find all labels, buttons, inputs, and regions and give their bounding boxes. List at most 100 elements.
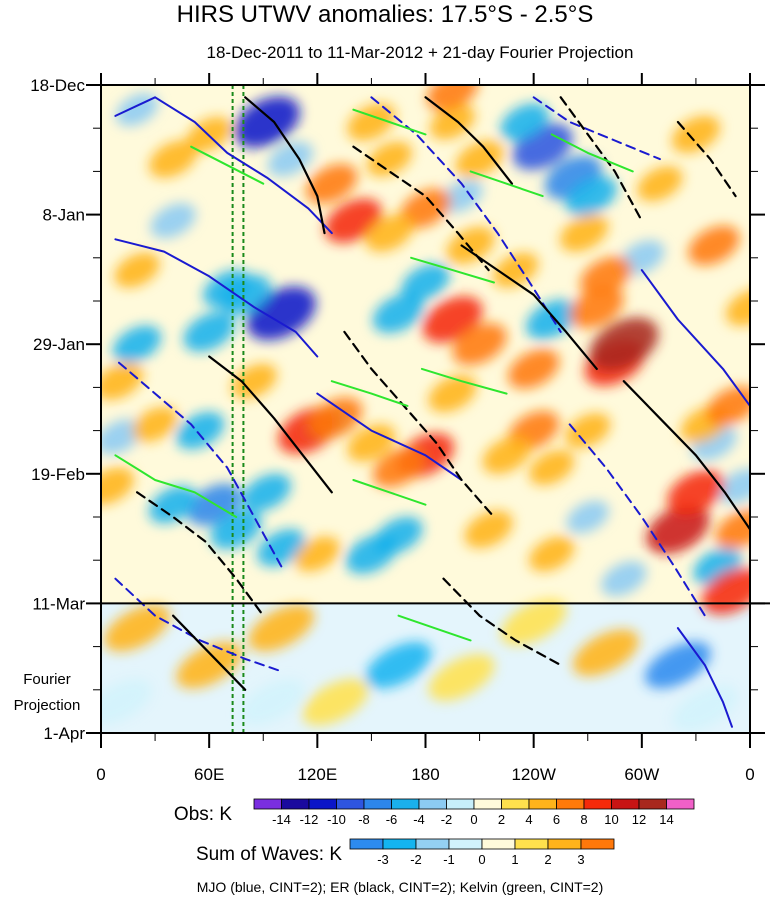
kelvin-contour-1: [190, 145, 265, 185]
obs-colorbar-tick-label-4: -6: [386, 812, 398, 827]
anomaly-blob-51: [372, 447, 425, 488]
mjo-contour-4: [316, 392, 463, 481]
anomaly-blob-46: [589, 317, 659, 371]
anomaly-blob-12: [374, 516, 423, 555]
er-contour-2: [424, 96, 514, 185]
obs-colorbar-tick-label-5: -4: [413, 812, 425, 827]
obs-colorbar-swatch-2: [308, 798, 337, 810]
obs-colorbar-tick-label-12: 10: [604, 812, 618, 827]
anomaly-blob-36: [306, 163, 358, 204]
anomaly-blob-55: [529, 450, 575, 486]
anomaly-blob-20: [500, 103, 549, 141]
obs-colorbar-swatch-5: [391, 798, 420, 810]
x-tick-label-2: 120E: [297, 765, 337, 784]
er-contour-8: [622, 380, 750, 531]
waves-colorbar-swatch-6: [547, 838, 582, 850]
anomaly-blob-35: [324, 198, 383, 243]
obs-colorbar-swatch-4: [363, 798, 392, 810]
anomaly-blob-89: [302, 678, 369, 726]
anomaly-blob-90: [428, 654, 495, 701]
y-axis: 18-Dec 8-Jan 29-Jan 19-Feb 11-Mar 1-Apr: [30, 76, 765, 743]
anomaly-blob-91: [101, 678, 152, 726]
anomaly-blob-63: [688, 225, 740, 266]
chart-title: HIRS UTWV anomalies: 17.5°S - 2.5°S: [177, 1, 594, 28]
obs-colorbar-swatch-12: [583, 798, 612, 810]
waves-colorbar-tick-label-4: 1: [511, 852, 518, 867]
x-tick-label-4: 120W: [511, 765, 555, 784]
anomaly-blob-10: [257, 529, 306, 567]
kelvin-contour-4: [420, 367, 508, 395]
mjo-contour-6: [640, 269, 750, 407]
waves-colorbar-tick-label-3: 0: [478, 852, 485, 867]
x-tick-label-0: 0: [96, 765, 105, 784]
er-contour-5: [343, 330, 496, 519]
anomaly-blob-93: [239, 678, 306, 726]
er-contour-11: [676, 120, 737, 198]
obs-colorbar-tick-label-9: 4: [525, 812, 532, 827]
anomaly-blob-71: [455, 140, 504, 178]
er-contour-10: [172, 614, 247, 691]
anomaly-blob-38: [365, 214, 414, 252]
er-contour-4: [208, 355, 333, 494]
obs-colorbar-tick-label-1: -12: [300, 812, 319, 827]
anomaly-blob-42: [508, 349, 560, 389]
mjo-contour-2: [114, 238, 319, 358]
obs-colorbar-label: Obs: K: [174, 804, 232, 825]
er-contour-3: [559, 96, 643, 222]
waves-colorbar-swatch-5: [514, 838, 549, 850]
anomaly-blob-8: [210, 509, 262, 550]
anomaly-blob-87: [500, 598, 567, 646]
anomaly-blob-52: [347, 424, 396, 462]
obs-colorbar-tick-label-10: 6: [553, 812, 560, 827]
obs-colorbar-swatch-1: [281, 798, 310, 810]
anomaly-blob-70: [429, 104, 476, 140]
anomaly-blob-69: [366, 141, 413, 177]
anomaly-blob-61: [706, 386, 750, 426]
legend-note: MJO (blue, CINT=2); ER (black, CINT=2); …: [197, 879, 604, 895]
obs-colorbar-swatch-0: [253, 798, 282, 810]
y-tick-label-3: 19-Feb: [31, 465, 85, 484]
waves-colorbar-swatch-0: [349, 838, 384, 850]
obs-colorbar-tick-label-11: 8: [580, 812, 587, 827]
waves-colorbar-swatch-4: [481, 838, 516, 850]
waves-colorbar-tick-label-0: -3: [377, 852, 389, 867]
waves-colorbar: -3 -2 -1 0 1 2 3: [349, 838, 615, 867]
anomaly-blob-26: [644, 641, 711, 689]
obs-colorbar-tick-label-14: 14: [659, 812, 673, 827]
er-contour-7: [136, 491, 265, 617]
anomaly-blob-30: [150, 203, 196, 239]
kelvin-contours: [114, 108, 634, 642]
mjo-contour-7: [532, 96, 661, 161]
y-tick-label-5: 1-Apr: [43, 724, 85, 743]
anomaly-blob-41: [452, 323, 507, 366]
kelvin-contour-5: [114, 454, 238, 518]
anomaly-blob-85: [176, 641, 243, 689]
anomaly-blob-80: [114, 252, 160, 288]
x-tick-label-1: 60E: [194, 765, 224, 784]
anomaly-blob-49: [308, 397, 363, 440]
er-contour-6: [460, 244, 598, 370]
anomaly-blob-54: [482, 436, 531, 474]
anomaly-blob-13: [112, 325, 162, 363]
anomaly-blob-66: [101, 467, 135, 505]
waves-colorbar-swatch-3: [448, 838, 483, 850]
y-tick-label-1: 8-Jan: [42, 206, 85, 225]
anomaly-blob-44: [580, 256, 632, 297]
obs-colorbar-swatch-7: [446, 798, 475, 810]
anomaly-blob-7: [148, 485, 198, 524]
anomaly-blob-83: [428, 374, 477, 413]
anomaly-blob-84: [104, 604, 170, 652]
er-contour-0: [244, 96, 326, 235]
anomaly-blob-9: [242, 473, 292, 511]
anomaly-blob-64: [725, 288, 750, 326]
anomaly-blob-78: [426, 85, 479, 112]
anomaly-blob-62: [637, 166, 683, 202]
obs-colorbar-swatch-15: [666, 798, 695, 810]
anomaly-blob-86: [248, 604, 315, 652]
anomaly-blob-75: [294, 536, 340, 572]
obs-colorbar-tick-label-6: -2: [441, 812, 453, 827]
anomaly-blob-16: [401, 263, 450, 302]
anomaly-blob-73: [464, 510, 513, 549]
anomaly-blob-15: [372, 293, 425, 334]
